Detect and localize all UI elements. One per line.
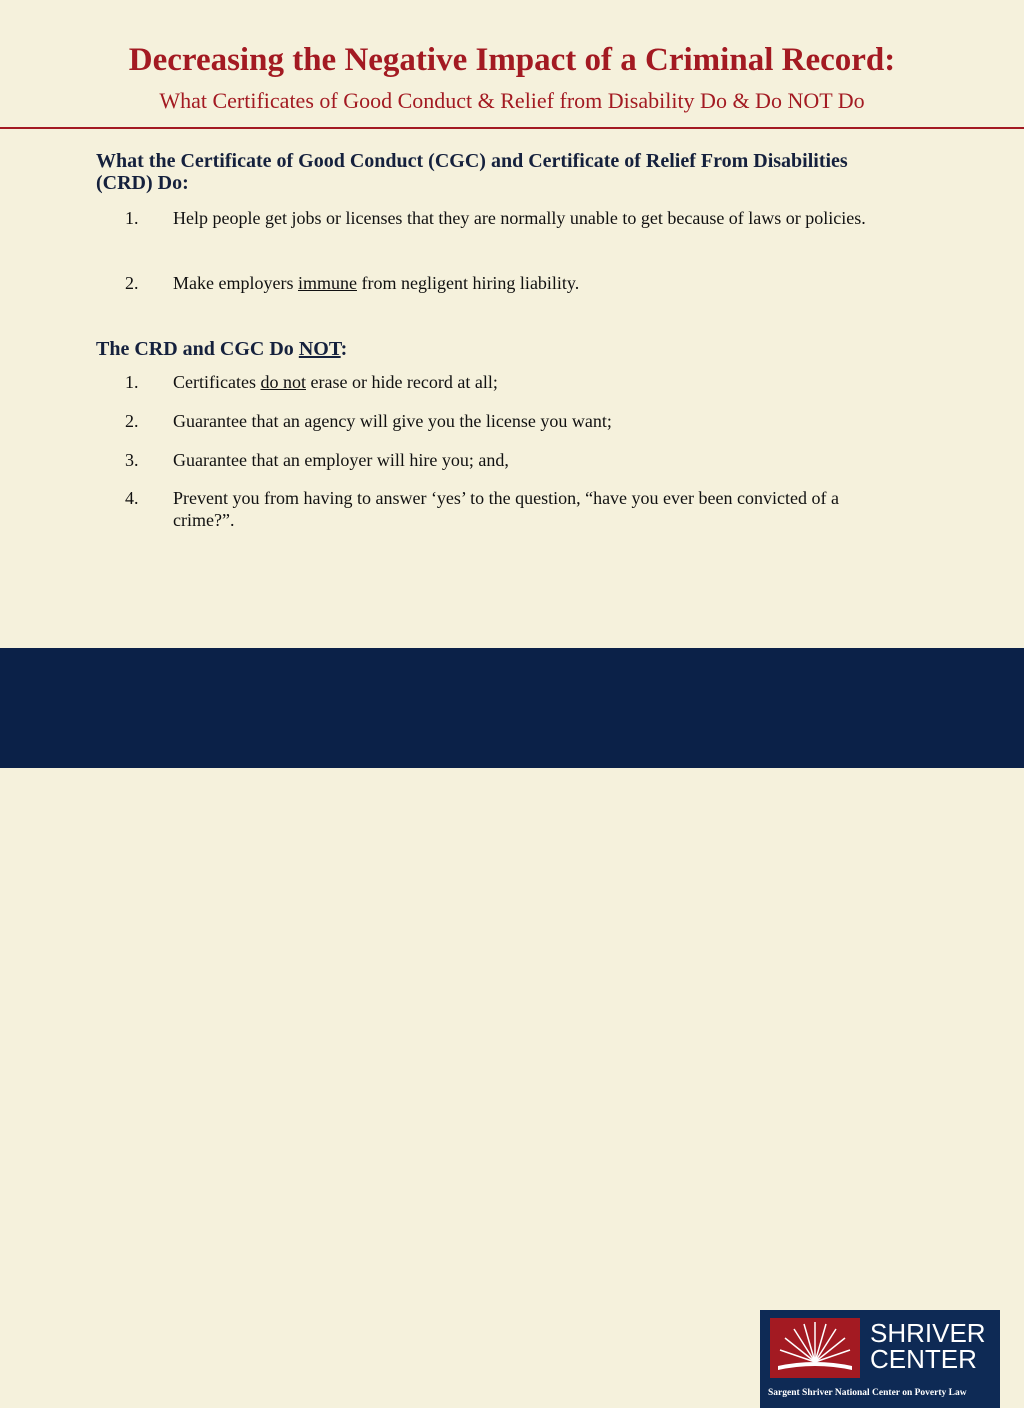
item-text: Guarantee that an agency will give you t… [173, 410, 883, 432]
divider [0, 127, 1024, 129]
item-number: 4. [125, 488, 139, 508]
footer: SHRIVER CENTER Sargent Shriver National … [0, 648, 1024, 1408]
text-run: Guarantee that an employer will hire you… [173, 450, 509, 470]
emphasis: do not [260, 372, 306, 392]
item-number: 1. [125, 372, 139, 392]
title: Decreasing the Negative Impact of a Crim… [128, 42, 896, 78]
emphasis: immune [297, 273, 357, 293]
emphasis: NOT [298, 338, 341, 360]
text-run: Guarantee that an agency will give you t… [173, 411, 612, 431]
subtitle: What Certificates of Good Conduct & Reli… [159, 88, 865, 113]
item-text: Certificates do not erase or hide record… [173, 371, 883, 393]
logo-line: CENTER [870, 1344, 977, 1374]
text-run: from negligent hiring liability. [356, 273, 580, 293]
item-number: 2. [125, 411, 139, 431]
text-run: What the Certificate of Good Conduct (CG… [96, 150, 848, 194]
item-number: 3. [125, 450, 139, 470]
section-heading: The CRD and CGC Do NOT: [96, 338, 876, 360]
logo-line: SHRIVER [870, 1318, 986, 1348]
text-run: Certificates [173, 372, 261, 392]
logo-tagline: Sargent Shriver National Center on Pover… [768, 1388, 967, 1398]
item-number: 2. [125, 273, 139, 293]
logo: SHRIVER CENTER Sargent Shriver National … [760, 1310, 1000, 1408]
text-run: Make employers [173, 273, 298, 293]
item-text: Guarantee that an employer will hire you… [173, 449, 883, 471]
item-text: Help people get jobs or licenses that th… [173, 207, 883, 229]
text-run: Prevent you from having to answer ‘yes’ … [173, 488, 839, 530]
slide: Decreasing the Negative Impact of a Crim… [0, 42, 1024, 1408]
text-run: Help people get jobs or licenses that th… [173, 208, 866, 228]
text-run: erase or hide record at all; [305, 372, 498, 392]
item-text: Prevent you from having to answer ‘yes’ … [173, 487, 883, 531]
text-run: : [340, 338, 348, 360]
item-text: Make employers immune from negligent hir… [173, 272, 883, 294]
section-heading: What the Certificate of Good Conduct (CG… [96, 150, 876, 194]
text-run: The CRD and CGC Do [96, 338, 299, 360]
item-number: 1. [125, 208, 139, 228]
logo-mark [770, 1318, 860, 1378]
